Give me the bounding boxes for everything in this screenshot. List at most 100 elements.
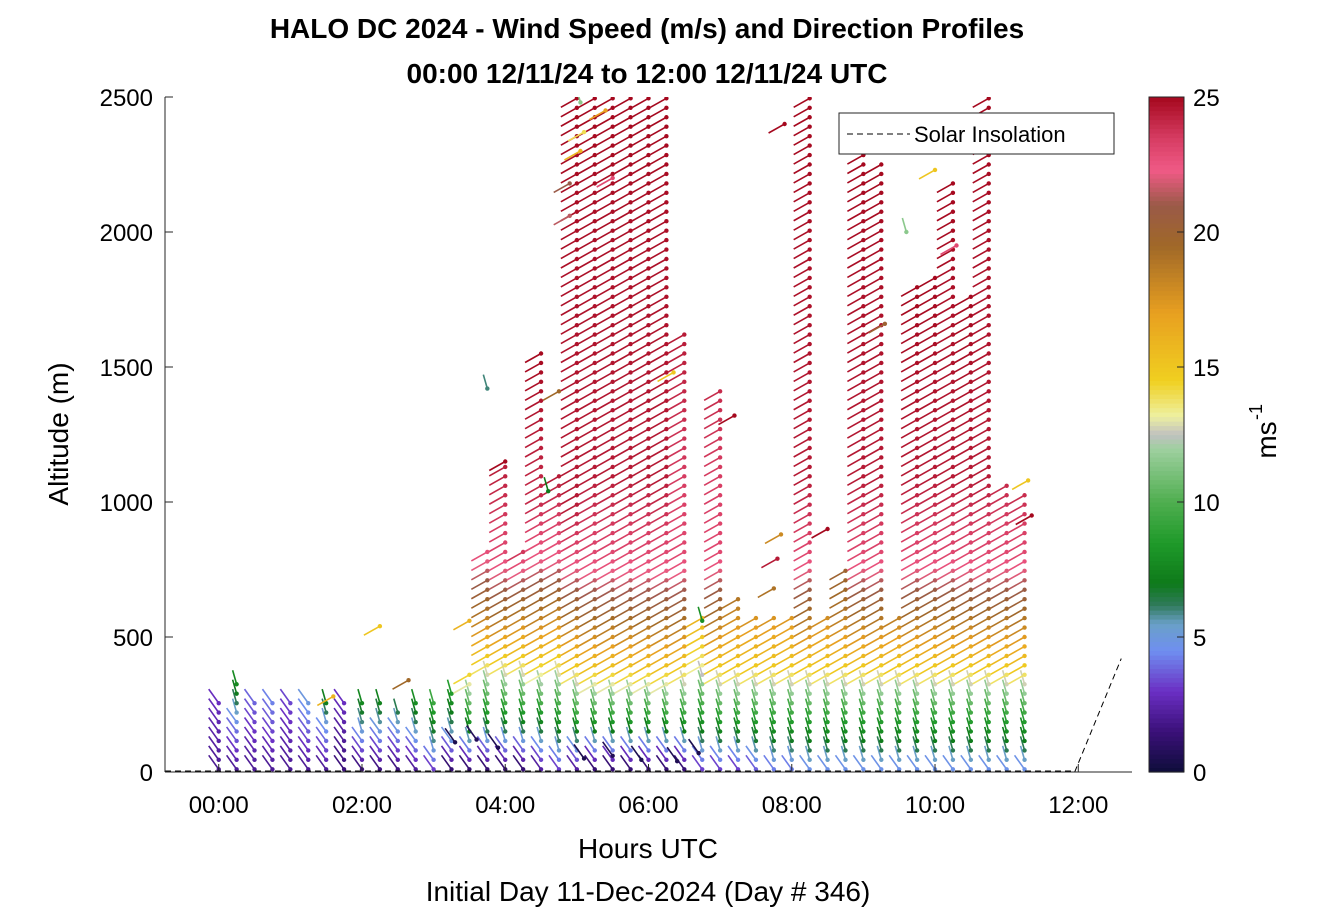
wind-arrow <box>614 341 633 354</box>
wind-arrow <box>596 634 615 647</box>
wind-arrow <box>793 587 812 600</box>
colorbar-segment <box>1149 137 1184 143</box>
colorbar-segment <box>1149 263 1184 269</box>
wind-arrow <box>703 464 723 477</box>
wind-arrow <box>542 653 562 666</box>
wind-arrow <box>846 209 866 222</box>
wind-arrow <box>614 379 633 392</box>
wind-arrow <box>799 754 812 772</box>
wind-arrow <box>554 688 562 706</box>
wind-arrow <box>596 209 615 222</box>
wind-arrow <box>846 653 866 666</box>
wind-arrow <box>488 634 508 647</box>
wind-arrow <box>614 672 633 685</box>
colorbar-segment <box>1149 326 1184 332</box>
colorbar-segment <box>1149 569 1184 575</box>
wind-arrow <box>578 152 597 165</box>
wind-arrow <box>333 707 347 725</box>
x-axis-label: Hours UTC <box>578 833 718 864</box>
wind-arrow <box>524 370 544 383</box>
colorbar-segment <box>1149 214 1184 220</box>
wind-arrow <box>793 511 812 524</box>
wind-arrow <box>811 634 830 647</box>
colorbar-segment <box>1149 389 1184 395</box>
wind-arrow <box>650 360 669 373</box>
wind-arrow <box>763 754 777 772</box>
wind-arrow <box>387 745 400 763</box>
wind-arrow <box>225 735 239 753</box>
wind-arrow <box>643 698 651 715</box>
wind-arrow <box>607 688 615 706</box>
wind-arrow <box>840 745 848 763</box>
wind-arrow <box>632 124 651 137</box>
wind-arrow <box>560 578 580 590</box>
wind-arrow <box>822 707 830 725</box>
wind-arrow <box>632 530 651 543</box>
colorbar-segment <box>1149 304 1184 310</box>
wind-arrow <box>846 171 866 184</box>
wind-arrow <box>243 717 257 734</box>
chart-title: HALO DC 2024 - Wind Speed (m/s) and Dire… <box>270 13 1024 44</box>
wind-arrow <box>793 247 812 260</box>
wind-arrow <box>488 644 508 657</box>
x-tick-label: 00:00 <box>189 792 249 819</box>
wind-arrow <box>572 707 580 725</box>
wind-arrow <box>846 634 866 647</box>
colorbar-segment <box>1149 749 1184 755</box>
wind-arrow <box>632 502 651 515</box>
wind-arrow <box>393 707 400 725</box>
wind-arrow <box>619 754 633 772</box>
wind-arrow <box>846 247 866 260</box>
wind-arrow <box>470 625 490 638</box>
wind-arrow <box>793 625 812 638</box>
wind-arrow <box>596 615 615 628</box>
wind-arrow <box>650 568 669 581</box>
wind-arrow <box>846 587 866 600</box>
colorbar-segment <box>1149 623 1184 629</box>
colorbar-segment <box>1149 538 1184 544</box>
wind-arrow <box>470 597 490 609</box>
wind-arrow <box>793 502 812 515</box>
wind-arrow <box>596 559 615 572</box>
y-tick-label: 0 <box>140 760 153 787</box>
wind-arrow <box>578 389 597 401</box>
wind-arrow <box>864 445 884 458</box>
colorbar-segment <box>1149 650 1184 656</box>
wind-arrow <box>632 417 651 430</box>
colorbar-segment <box>1149 178 1184 184</box>
wind-arrow <box>536 688 544 706</box>
colorbar-segment <box>1149 295 1184 301</box>
wind-arrow <box>619 745 633 763</box>
wind-arrow <box>679 688 687 706</box>
wind-arrow <box>685 663 705 676</box>
colorbar-segment <box>1149 254 1184 260</box>
wind-arrow <box>488 663 508 676</box>
colorbar-segment <box>1149 124 1184 130</box>
wind-arrow <box>864 559 884 572</box>
wind-arrow <box>632 115 651 127</box>
colorbar-segment <box>1149 493 1184 499</box>
wind-arrow <box>560 493 580 505</box>
wind-arrow <box>596 133 615 146</box>
wind-arrow <box>632 322 651 335</box>
wind-arrow <box>470 578 490 590</box>
wind-arrow <box>333 754 347 772</box>
wind-arrow <box>846 540 866 553</box>
wind-arrow <box>506 606 526 619</box>
colorbar-segment <box>1149 115 1184 121</box>
colorbar-segment <box>1149 740 1184 746</box>
colorbar-segment <box>1149 241 1184 247</box>
wind-arrow <box>864 540 884 553</box>
colorbar-segment <box>1149 245 1184 251</box>
legend: Solar Insolation <box>838 112 1115 155</box>
wind-arrow <box>703 644 723 657</box>
wind-arrow <box>596 493 615 505</box>
wind-arrow <box>614 304 633 316</box>
wind-arrow <box>864 578 884 590</box>
wind-arrow <box>650 644 669 657</box>
wind-arrow <box>321 707 329 725</box>
wind-arrow <box>685 625 705 638</box>
wind-arrow <box>357 698 365 715</box>
wind-arrow <box>793 417 812 430</box>
wind-arrow <box>614 200 633 212</box>
